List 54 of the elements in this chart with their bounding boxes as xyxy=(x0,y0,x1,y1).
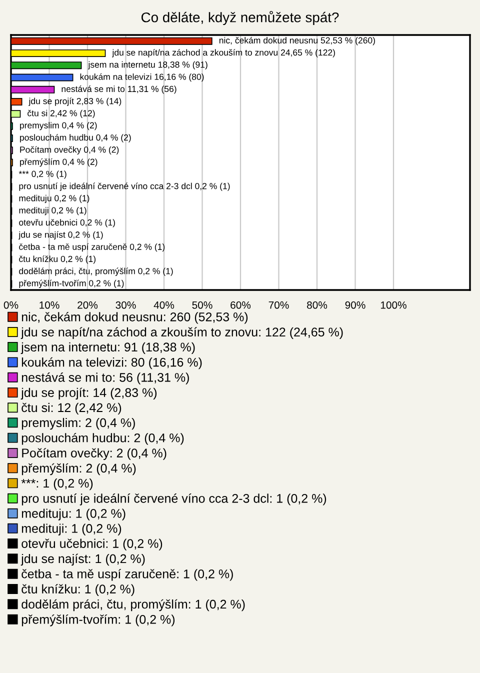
legend-label: četba - ta mě uspí zaručeně: 1 (0,2 %) xyxy=(22,568,233,581)
x-tick-label: 80% xyxy=(307,301,328,309)
legend-label: přemýšlím: 2 (0,4 %) xyxy=(22,463,136,476)
x-tick-label: 30% xyxy=(116,301,136,309)
data-label: čtu knížku 0,2 % (1) xyxy=(19,256,96,264)
data-label: jdu se napít/na záchod a zkouším to znovu 24,65 % (122) xyxy=(112,49,335,58)
data-label: přemýšlím-tvořím 0,2 % (1) xyxy=(19,280,124,288)
data-label: četba - ta mě uspí zaručeně 0,2 % (1) xyxy=(19,243,165,252)
legend-label: přemýšlím-tvořím: 1 (0,2 %) xyxy=(22,614,175,626)
data-label: nestává se mi to 11,31 % (56) xyxy=(62,86,176,94)
data-label: koukám na televizi 16,16 % (80) xyxy=(80,73,204,82)
data-label: dodělám práci, čtu, promýšlím 0,2 % (1) xyxy=(19,268,173,276)
data-label: medituji 0,2 % (1) xyxy=(19,206,86,216)
x-tick-label: 20% xyxy=(78,301,98,309)
data-label: *** 0,2 % (1) xyxy=(18,170,66,179)
x-tick-label: 90% xyxy=(345,301,366,309)
x-tick-label: 10% xyxy=(40,301,60,309)
legend-label: čtu knížku: 1 (0,2 %) xyxy=(22,584,134,596)
data-label: otevřu učebnici 0,2 % (1) xyxy=(19,219,115,228)
legend-label: medituju: 1 (0,2 %) xyxy=(22,508,126,520)
legend-label: koukám na televizi: 80 (16,16 %) xyxy=(22,357,202,370)
data-label: medituju 0,2 % (1) xyxy=(19,194,90,204)
legend-label: otevřu učebnici: 1 (0,2 %) xyxy=(22,538,162,550)
x-tick-label: 70% xyxy=(268,301,289,309)
legend-label: jdu se najíst: 1 (0,2 %) xyxy=(20,554,145,566)
legend-label: nestává se mi to: 56 (11,31 %) xyxy=(22,372,189,384)
data-label: přemýšlím 0,4 % (2) xyxy=(20,158,98,167)
data-label: Počítam ovečky 0,4 % (2) xyxy=(20,146,119,154)
legend-label: Počítam ovečky: 2 (0,4 %) xyxy=(22,448,166,460)
x-tick-label: 100% xyxy=(380,301,406,309)
x-tick-label: 50% xyxy=(192,301,212,309)
x-tick-label: 60% xyxy=(230,301,251,309)
data-label: jsem na internetu 18,38 % (91) xyxy=(88,61,208,70)
legend-label: nic, čekám dokud neusnu: 260 (52,53 %) xyxy=(22,312,248,324)
data-label: nic, čekám dokud neusnu 52,53 % (260) xyxy=(219,36,375,46)
legend-label: jdu se projít: 14 (2,83 %) xyxy=(20,388,157,400)
data-label: premyslim 0,4 % (2) xyxy=(20,122,97,130)
legend-label: premyslim: 2 (0,4 %) xyxy=(22,418,135,430)
legend-label: medituji: 1 (0,2 %) xyxy=(22,524,122,536)
chart-title: Co děláte, když nemůžete spát? xyxy=(142,10,339,26)
data-label: pro usnutí je ideální červené víno cca 2-3 dcl 0,2 % (1) xyxy=(19,182,230,191)
legend-label: jdu se napít/na záchod a zkouším to znovu: 122 (24,65 %) xyxy=(20,327,343,339)
legend-label: poslouchám hudbu: 2 (0,4 %) xyxy=(22,432,184,445)
x-tick-label: 0% xyxy=(4,301,18,309)
data-label: čtu si 2,42 % (12) xyxy=(28,110,95,118)
legend-label: jsem na internetu: 91 (18,38 %) xyxy=(20,342,195,354)
legend-label: pro usnutí je ideální červené víno cca 2-3 dcl: 1 (0,2 %) xyxy=(22,494,326,506)
legend-label: dodělám práci, čtu, promýšlím: 1 (0,2 %) xyxy=(22,599,245,612)
x-tick-label: 40% xyxy=(154,301,174,309)
legend-label: ***: 1 (0,2 %) xyxy=(21,478,93,490)
legend-label: čtu si: 12 (2,42 %) xyxy=(22,402,122,415)
data-label: jdu se najíst 0,2 % (1) xyxy=(18,231,103,240)
data-label: poslouchám hudbu 0,4 % (2) xyxy=(20,134,131,142)
data-label: jdu se projít 2,83 % (14) xyxy=(28,98,122,106)
